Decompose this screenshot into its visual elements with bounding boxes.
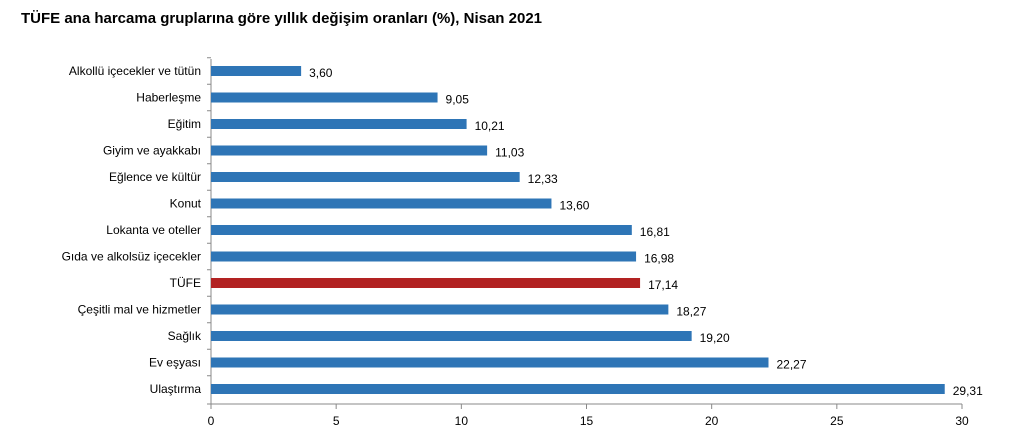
category-label: Çeşitli mal ve hizmetler	[78, 303, 201, 317]
bar	[211, 92, 438, 103]
x-tick-label: 10	[455, 414, 469, 428]
category-label: Eğlence ve kültür	[109, 170, 201, 184]
x-tick-label: 20	[705, 414, 719, 428]
data-label: 17,14	[648, 278, 678, 292]
data-label: 3,60	[309, 66, 333, 80]
bar	[211, 384, 945, 394]
data-label: 11,03	[495, 146, 524, 160]
category-label: Ev eşyası	[149, 356, 201, 370]
category-label: Sağlık	[168, 329, 202, 343]
bar	[211, 278, 641, 288]
data-label: 16,98	[644, 252, 674, 266]
bar	[211, 304, 669, 315]
bar	[211, 331, 692, 341]
data-label: 18,27	[676, 305, 706, 319]
category-label: Giyim ve ayakkabı	[103, 144, 201, 158]
bar	[211, 357, 769, 368]
category-label: Ulaştırma	[150, 382, 202, 396]
bar	[211, 198, 552, 209]
x-tick-label: 0	[208, 414, 215, 428]
data-label: 29,31	[953, 384, 983, 398]
category-label: Eğitim	[168, 117, 201, 131]
category-label: TÜFE	[170, 276, 201, 290]
x-tick-label: 15	[580, 414, 594, 428]
bar	[211, 251, 637, 262]
x-tick-label: 30	[955, 414, 969, 428]
data-label: 19,20	[700, 331, 730, 345]
data-label: 22,27	[776, 358, 806, 372]
data-label: 16,81	[640, 225, 670, 239]
data-label: 13,60	[559, 199, 589, 213]
bar	[211, 66, 302, 76]
category-label: Gıda ve alkolsüz içecekler	[62, 250, 201, 264]
chart-title: TÜFE ana harcama gruplarına göre yıllık …	[21, 10, 543, 27]
bar	[211, 225, 632, 235]
category-label: Konut	[170, 197, 202, 211]
x-tick-label: 25	[830, 414, 844, 428]
data-label: 12,33	[528, 172, 558, 186]
bar	[211, 172, 520, 182]
category-label: Alkollü içecekler ve tütün	[69, 64, 201, 78]
category-label: Lokanta ve oteller	[106, 223, 201, 237]
x-tick-label: 5	[333, 414, 340, 428]
category-label: Haberleşme	[136, 91, 201, 105]
bar	[211, 119, 467, 129]
bar	[211, 145, 488, 156]
data-label: 10,21	[475, 119, 505, 133]
data-label: 9,05	[446, 93, 470, 107]
